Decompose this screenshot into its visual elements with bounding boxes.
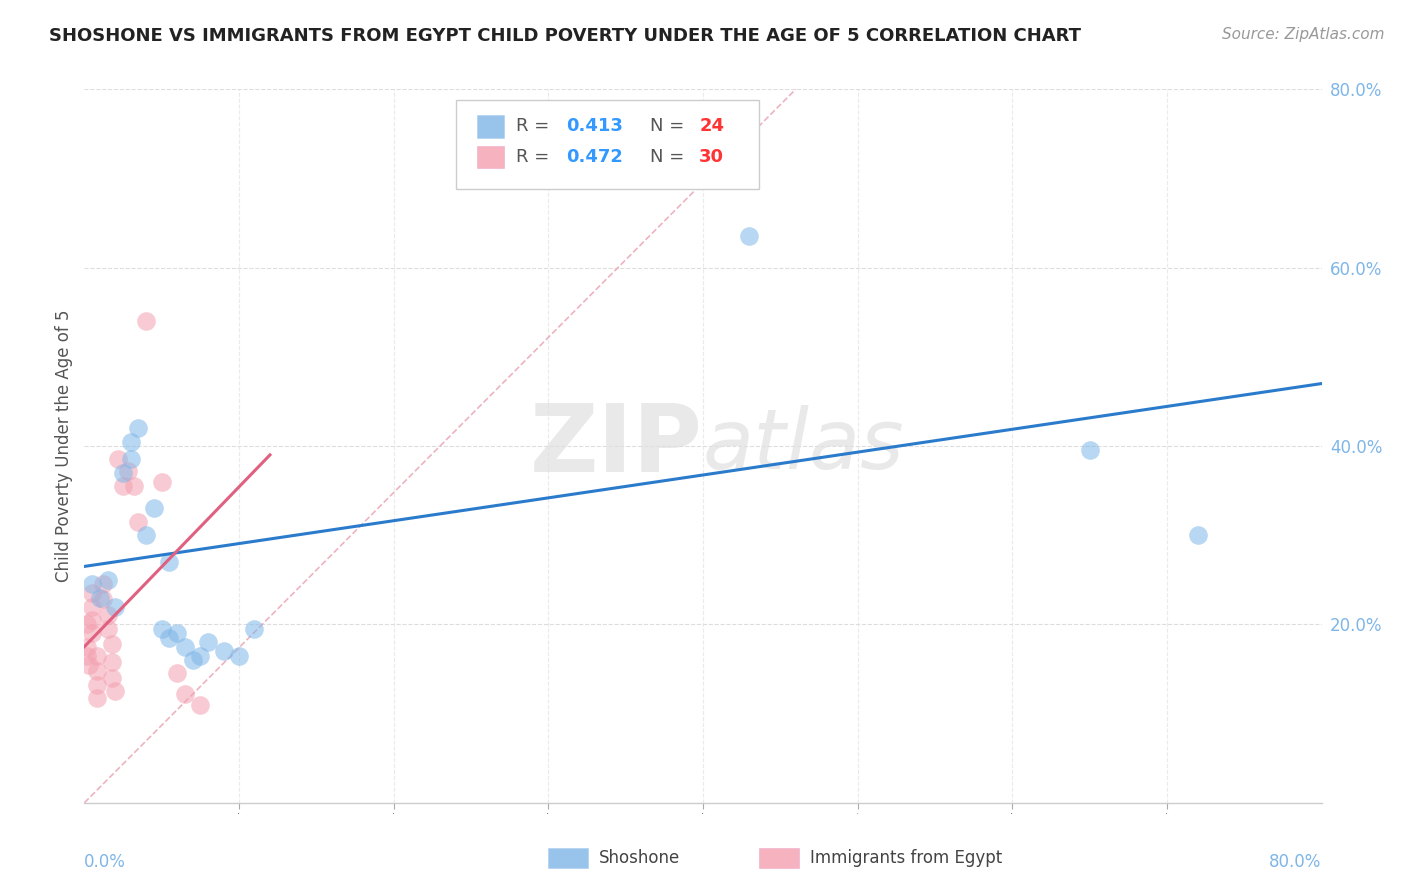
Point	[82, 577, 104, 591]
FancyBboxPatch shape	[456, 100, 759, 189]
Point	[174, 640, 197, 654]
Point	[174, 687, 197, 701]
Point	[89, 591, 111, 605]
Point	[104, 684, 127, 698]
Text: N =: N =	[650, 148, 690, 166]
Point	[122, 479, 145, 493]
Text: 80.0%: 80.0%	[1270, 853, 1322, 871]
Text: 24: 24	[699, 118, 724, 136]
Point	[166, 626, 188, 640]
Text: 0.472: 0.472	[565, 148, 623, 166]
Text: Immigrants from Egypt: Immigrants from Egypt	[810, 849, 1002, 867]
Point	[86, 678, 108, 692]
Point	[101, 671, 124, 685]
Text: R =: R =	[516, 148, 555, 166]
Point	[112, 466, 135, 480]
Point	[738, 229, 761, 244]
Point	[150, 622, 173, 636]
Bar	[477, 115, 503, 137]
Point	[1187, 528, 1209, 542]
Point	[243, 622, 266, 636]
Point	[82, 626, 104, 640]
Point	[120, 452, 142, 467]
Point	[96, 573, 118, 587]
Point	[135, 314, 157, 328]
Point	[96, 608, 118, 623]
Text: Source: ZipAtlas.com: Source: ZipAtlas.com	[1222, 27, 1385, 42]
Point	[91, 577, 114, 591]
Point	[135, 528, 157, 542]
Text: ZIP: ZIP	[530, 400, 703, 492]
Point	[159, 555, 180, 569]
Point	[104, 599, 127, 614]
Point	[1078, 443, 1101, 458]
Point	[112, 479, 135, 493]
Point	[127, 421, 149, 435]
Bar	[477, 145, 503, 169]
Point	[101, 655, 124, 669]
Text: atlas: atlas	[703, 406, 904, 486]
Point	[159, 631, 180, 645]
Text: Shoshone: Shoshone	[599, 849, 681, 867]
Point	[86, 664, 108, 678]
Point	[91, 592, 114, 607]
Text: N =: N =	[650, 118, 690, 136]
Point	[86, 648, 108, 663]
Point	[86, 690, 108, 705]
Text: 30: 30	[699, 148, 724, 166]
Point	[77, 657, 100, 672]
Y-axis label: Child Poverty Under the Age of 5: Child Poverty Under the Age of 5	[55, 310, 73, 582]
Point	[188, 648, 211, 663]
Point	[181, 653, 204, 667]
Point	[107, 452, 129, 467]
Point	[117, 464, 139, 478]
Point	[101, 637, 124, 651]
Text: SHOSHONE VS IMMIGRANTS FROM EGYPT CHILD POVERTY UNDER THE AGE OF 5 CORRELATION C: SHOSHONE VS IMMIGRANTS FROM EGYPT CHILD …	[49, 27, 1081, 45]
Point	[96, 622, 118, 636]
Point	[82, 599, 104, 614]
Point	[82, 586, 104, 600]
Point	[166, 666, 188, 681]
Bar	[548, 848, 588, 868]
Point	[82, 613, 104, 627]
Point	[76, 648, 98, 663]
Point	[120, 434, 142, 449]
Point	[76, 640, 98, 654]
Point	[143, 501, 166, 516]
Text: 0.413: 0.413	[565, 118, 623, 136]
Point	[197, 635, 219, 649]
Point	[212, 644, 235, 658]
Text: 0.0%: 0.0%	[84, 853, 127, 871]
Bar	[759, 848, 799, 868]
Point	[188, 698, 211, 712]
Text: R =: R =	[516, 118, 555, 136]
Point	[127, 515, 149, 529]
Point	[228, 648, 250, 663]
Point	[150, 475, 173, 489]
Point	[76, 617, 98, 632]
